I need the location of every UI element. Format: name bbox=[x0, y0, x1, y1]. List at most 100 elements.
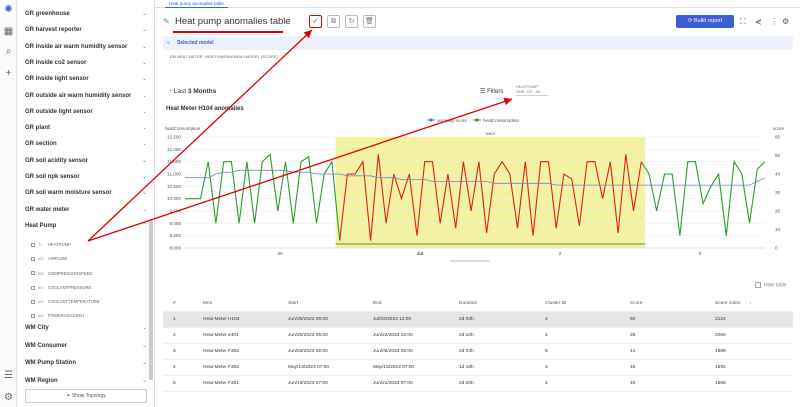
sidebar-item[interactable]: GR inside air warm humidity sensor ⌄ bbox=[17, 39, 154, 55]
table-row[interactable]: 3 Heat Meter F302 Jun/03/2023 02:00 Jun/05/… bbox=[163, 344, 793, 360]
sidebar-item[interactable]: GR outside air warm humidity sensor ⌄ bbox=[17, 88, 154, 104]
hide-table-label: Hide table bbox=[764, 282, 787, 289]
anomaly-chart[interactable]: warn 12,500 12,000 11,500 11,000 10,500 10,000… bbox=[155, 115, 800, 265]
sidebar-item[interactable]: GR section ⌄ bbox=[17, 136, 154, 152]
chevron-left-icon[interactable]: « bbox=[167, 40, 170, 46]
sidebar-item[interactable]: GR greenhouse ⌄ bbox=[17, 6, 154, 22]
table-cell: 5 bbox=[173, 381, 176, 386]
sidebar-item-label: GR greenhouse bbox=[25, 11, 70, 17]
page-title[interactable]: Heat pump anomalies table bbox=[175, 16, 291, 27]
sidebar-subitem[interactable]: IIO COMPRESSORSPEED bbox=[31, 267, 154, 281]
checkbox[interactable] bbox=[31, 314, 35, 319]
chevron-down-icon: ⌄ bbox=[141, 206, 147, 213]
share-icon[interactable]: ⋞ bbox=[755, 17, 762, 26]
search-icon[interactable]: ⌕ bbox=[5, 46, 12, 57]
sidebar-item[interactable]: GR water meter ⌄ bbox=[17, 202, 154, 218]
table-header: # Item Start End Duration Cluster ID Score Scor… bbox=[163, 296, 793, 312]
sidebar-subitem[interactable]: IIO COOLANTTEMPERATURE bbox=[31, 295, 154, 309]
grid-icon[interactable]: ▦ bbox=[3, 26, 14, 37]
sidebar-item[interactable]: GR soil npk sensor ⌄ bbox=[17, 169, 154, 185]
fullscreen-icon[interactable]: ⛶ bbox=[740, 17, 746, 26]
y-left-tick-label: 11,000 bbox=[167, 172, 181, 177]
table-row[interactable]: 1 Heat Meter H104 Jun/30/2023 09:00 Jul/02/… bbox=[163, 312, 793, 328]
anomalies-table: # Item Start End Duration Cluster ID Score Scor… bbox=[163, 296, 793, 392]
sidebar-item[interactable]: WM Region ⌄ bbox=[17, 373, 154, 389]
checkbox[interactable] bbox=[31, 257, 35, 262]
checkbox[interactable] bbox=[31, 285, 35, 290]
column-header[interactable]: Item bbox=[203, 301, 213, 306]
sidebar-item[interactable]: GR outside light sensor ⌄ bbox=[17, 104, 154, 120]
sidebar-item[interactable]: GR inside co2 sensor ⌄ bbox=[17, 55, 154, 71]
filters-button[interactable]: ☰ Filters bbox=[480, 88, 503, 95]
settings-gear-icon[interactable]: ⚙ bbox=[782, 17, 790, 26]
table-row[interactable]: 2 Heat Meter 4401 Jun/20/2023 05:00 Jun/22/… bbox=[163, 328, 793, 344]
sidebar-item[interactable]: Heat Pump ⌃ bbox=[17, 218, 154, 234]
table-cell: Jun/20/2023 05:00 bbox=[288, 333, 328, 338]
table-cell: Jun/19/2023 07:00 bbox=[288, 381, 328, 386]
checkbox[interactable] bbox=[31, 243, 35, 248]
table-cell: May/13/2023 07:00 bbox=[288, 365, 330, 370]
table-cell: 41 bbox=[630, 349, 636, 354]
table-cell: 4 bbox=[545, 333, 548, 338]
copy-button[interactable]: ⧉ bbox=[327, 15, 340, 28]
column-header[interactable]: # bbox=[173, 301, 176, 306]
column-header[interactable]: Score bbox=[630, 301, 643, 306]
sidebar-item[interactable]: GR harvest reporter ⌄ bbox=[17, 22, 154, 38]
hide-table-checkbox[interactable] bbox=[755, 282, 761, 288]
period-prefix: Last bbox=[173, 88, 188, 95]
legend-label: anomaly score bbox=[437, 118, 467, 123]
checkbox[interactable] bbox=[31, 299, 35, 304]
tab-heat-pump-anomalies[interactable]: Heat pump anomalies table bbox=[165, 0, 228, 8]
table-row[interactable]: 5 Heat Meter F301 Jun/19/2023 07:00 Jun/21/… bbox=[163, 376, 793, 392]
sidebar-scrollbar[interactable] bbox=[149, 220, 153, 380]
sidebar-item[interactable]: GR plant ⌄ bbox=[17, 120, 154, 136]
settings-sliders-icon[interactable]: ☰ bbox=[4, 370, 13, 381]
sidebar-subitem[interactable]: IIO POWERUSAGEKH bbox=[31, 309, 154, 323]
sidebar-item[interactable]: WM City ⌄ bbox=[17, 320, 154, 336]
sidebar-item[interactable]: GR soil warm moisture sensor ⌄ bbox=[17, 185, 154, 201]
sidebar-item[interactable]: GR inside light sensor ⌄ bbox=[17, 71, 154, 87]
selected-model-bar[interactable]: « Selected model bbox=[163, 36, 793, 50]
sidebar-item-label: WM Pump Station bbox=[25, 360, 76, 366]
column-header[interactable]: Duration bbox=[459, 301, 478, 306]
add-icon[interactable]: + bbox=[5, 68, 12, 79]
table-cell: 6 bbox=[545, 349, 548, 354]
table-row[interactable]: 4 Heat Meter F302 May/13/2023 07:00 May/15/… bbox=[163, 360, 793, 376]
save-check-button[interactable]: ✓ bbox=[309, 15, 322, 28]
sidebar-item[interactable]: WM Pump Station ⌄ bbox=[17, 355, 154, 371]
column-header[interactable]: Start bbox=[288, 301, 299, 306]
delete-button[interactable]: 🗑 bbox=[363, 15, 376, 28]
chevron-down-icon: ⌄ bbox=[141, 108, 147, 115]
period-selector[interactable]: ◔ Last 3 Months bbox=[168, 88, 216, 95]
sidebar-item[interactable]: GR soil acidity sensor ⌄ bbox=[17, 153, 154, 169]
more-vertical-icon[interactable]: ⋮ bbox=[770, 17, 778, 26]
column-header[interactable]: Cluster ID bbox=[545, 301, 567, 306]
refresh-button[interactable]: ↻ bbox=[345, 15, 358, 28]
checkbox[interactable] bbox=[31, 271, 35, 276]
y-right-tick-label: 10 bbox=[775, 227, 781, 232]
gear-icon[interactable]: ⚙ bbox=[4, 392, 13, 403]
sidebar-subitem[interactable]: TI HEATPUMP bbox=[31, 238, 154, 252]
pencil-icon[interactable]: ✎ bbox=[163, 17, 170, 26]
hide-table-toggle[interactable]: Hide table bbox=[755, 282, 787, 288]
y-left-tick-label: 10,500 bbox=[167, 184, 181, 189]
type-badge: IIO bbox=[38, 284, 44, 290]
filters-label: Filters bbox=[487, 89, 504, 95]
sidebar-subitem[interactable]: IIO AIRFLOW bbox=[31, 252, 154, 266]
show-topology-button[interactable]: ⚭ Show Topology bbox=[25, 389, 147, 403]
app-logo-icon[interactable]: ✺ bbox=[4, 4, 13, 15]
sort-arrow-icon[interactable]: ↓ bbox=[749, 301, 752, 306]
sidebar-subitem-label: POWERUSAGEKH bbox=[48, 313, 85, 319]
y-left-tick-label: 10,000 bbox=[167, 196, 181, 201]
filter-chip-value: ONE_OF : All bbox=[516, 89, 548, 96]
column-header[interactable]: End bbox=[373, 301, 382, 306]
build-report-button[interactable]: ⟳ Build report bbox=[676, 15, 734, 28]
sidebar-item[interactable]: WM Consumer ⌄ bbox=[17, 338, 154, 354]
column-header[interactable]: Score index bbox=[715, 301, 741, 306]
app-rail: ✺ ▦ ⌕ + ☰ ⚙ bbox=[0, 0, 17, 407]
tab-bar: Heat pump anomalies table bbox=[155, 0, 800, 8]
y-left-tick-label: 11,500 bbox=[167, 159, 181, 164]
sidebar-subitem[interactable]: IIO COOLANTPRESSURE bbox=[31, 281, 154, 295]
filter-chip[interactable]: HEATPUMP ONE_OF : All bbox=[516, 84, 548, 96]
legend-dot bbox=[475, 118, 479, 122]
